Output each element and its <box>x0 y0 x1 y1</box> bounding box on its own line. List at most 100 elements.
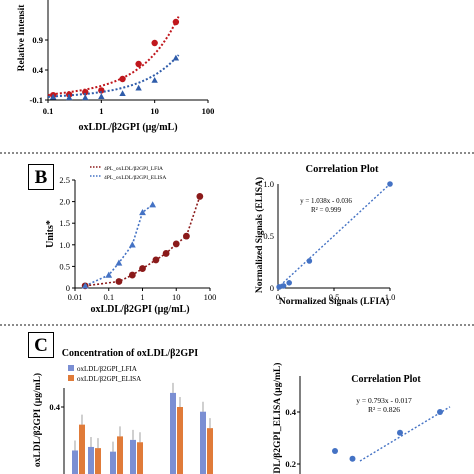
panel-a-x-tick-label: 10 <box>150 106 159 116</box>
panel-b-point <box>172 240 180 248</box>
panel-b-corr-y-tick-label: 0 <box>270 283 274 293</box>
panel-b-trend-line-1 <box>84 203 154 287</box>
panel-c-bar <box>200 411 206 474</box>
panel-a-point <box>135 60 142 68</box>
panel-a-y-tick-label: -0.1 <box>30 95 43 105</box>
panel-b-corr-y-tick-label: 1.0 <box>263 179 274 189</box>
panel-a-x-tick-label: 1 <box>99 106 103 116</box>
panel-b-point <box>139 209 146 216</box>
panel-a-point <box>135 84 142 91</box>
panel-b-corr-point <box>276 284 282 290</box>
panel-c-bar <box>207 428 213 474</box>
panel-b-point <box>115 259 123 266</box>
panel-a-point <box>151 39 158 47</box>
panel-b-y-tick-label: 1.0 <box>59 240 70 250</box>
panel-a-point <box>66 94 73 101</box>
panel-c-corr-y-tick-label: 0.4 <box>285 407 296 417</box>
panel-a-point <box>82 94 89 101</box>
panel-label-b: B <box>28 164 54 190</box>
panel-b-legend-label: 4PL_oxLDL/β2GPI_LFIA <box>104 166 163 172</box>
panel-c-bar <box>95 448 101 474</box>
panel-b-y-tick-label: 2.0 <box>59 197 70 207</box>
panel-b-x-axis-label: oxLDL/β2GPI (µg/mL) <box>90 304 189 315</box>
separator-top <box>0 152 474 154</box>
panel-b-corr-y-tick-label: 0.5 <box>263 231 274 241</box>
panel-a-point <box>172 54 180 61</box>
panel-c-bar <box>177 407 183 474</box>
panel-c-bar <box>130 439 136 474</box>
panel-c-corr-r2: R² = 0.826 <box>368 405 400 414</box>
panel-a-y-tick-label: 0.9 <box>32 35 43 45</box>
panel-label-c: C <box>28 332 54 358</box>
panel-a-x-tick-label: 100 <box>202 106 215 116</box>
panel-b-y-tick-label: 0.5 <box>59 261 70 271</box>
panel-c-corr-point <box>397 429 403 436</box>
panel-b-corr-r2: R² = 0.999 <box>311 206 341 214</box>
panel-b-point <box>139 265 146 272</box>
panel-c-y-tick-label: 0.4 <box>49 402 60 412</box>
panel-b-corr-point <box>387 181 393 187</box>
panel-a-point <box>119 90 126 96</box>
panel-a-point <box>82 89 89 96</box>
panel-b-point <box>149 201 157 208</box>
panel-c-corr-title: Correlation Plot <box>351 374 421 385</box>
panel-a-x-tick-label: 0.1 <box>43 106 54 116</box>
panel-b-point <box>196 193 204 200</box>
panel-b-x-tick-label: 0.01 <box>68 292 83 302</box>
panel-c-legend-swatch <box>68 375 74 381</box>
panel-b-corr-x-tick-label: 0 <box>276 292 280 302</box>
panel-b-point <box>81 282 89 289</box>
panel-b-corr-x-axis-label: Normalized Signals (LFIA) <box>279 296 389 307</box>
panel-c-corr-point <box>349 455 356 462</box>
panel-b-x-tick-label: 10 <box>172 292 181 302</box>
panel-b-corr-x-tick-label: 1.0 <box>385 292 396 302</box>
panel-b-corr-title: Correlation Plot <box>306 164 380 175</box>
panel-b-point <box>162 250 170 257</box>
panel-a-point <box>49 93 57 100</box>
panel-b-point <box>128 241 136 248</box>
panel-a-point <box>119 75 126 83</box>
panel-c-bar <box>79 424 85 474</box>
panel-b-point <box>115 278 123 285</box>
panel-a-point <box>172 18 180 26</box>
panel-a-point <box>151 77 158 83</box>
panel-b-y-tick-label: 0 <box>66 283 70 293</box>
panel-a-x-axis-label: oxLDL/β2GPI (µg/mL) <box>78 122 177 133</box>
panel-b-y-tick-label: 1.5 <box>59 218 70 228</box>
panel-b-legend-label: 4PL_oxLDL/β2GPI_ELISA <box>104 175 166 181</box>
panel-b-corr-equation: y = 1.038x - 0.036 <box>300 197 352 205</box>
panel-a-point <box>98 93 105 99</box>
panel-b-x-tick-label: 100 <box>204 292 217 302</box>
panel-c-corr-point <box>437 409 443 415</box>
panel-c-bar <box>88 446 94 474</box>
panel-b-corr-point <box>306 258 313 264</box>
panel-b-y-axis-label: Units* <box>45 220 56 248</box>
panel-c-legend-label: oxLDL/β2GPI_ELISA <box>77 375 141 383</box>
panel-b-corr-point <box>280 283 287 289</box>
panel-a-trend-line-1 <box>47 54 180 98</box>
panel-a-y-tick-label: 0.4 <box>32 65 43 75</box>
panel-b-point <box>128 271 136 279</box>
panel-b-point <box>152 256 160 264</box>
panel-c-bar <box>110 451 116 474</box>
panel-c-legend-swatch <box>68 365 74 371</box>
panel-b-y-tick-label: 2.5 <box>59 175 70 185</box>
panel-c-legend-label: oxLDL/β2GPI_LFIA <box>77 365 137 373</box>
panel-b-corr-point <box>286 280 293 286</box>
panel-b-point <box>105 271 113 278</box>
panel-a-trend-line-0 <box>47 16 180 97</box>
panel-c-corr-y-tick-label: 0.2 <box>285 459 296 469</box>
panel-b-x-tick-label: 1 <box>140 292 144 302</box>
panel-c-title: Concentration of oxLDL/β2GPI <box>62 348 198 359</box>
panel-c-bar <box>170 392 176 474</box>
panel-b-corr-x-tick-label: 0.5 <box>329 292 340 302</box>
panel-c-corr-point <box>332 448 338 454</box>
panel-c-bar <box>137 442 143 474</box>
panel-c-corr-trend-line <box>359 406 451 462</box>
panel-b-corr-y-axis-label: Normalized Signals (ELISA) <box>254 177 265 293</box>
panel-c-bar <box>72 450 78 474</box>
panel-b-corr-trend-line <box>279 183 391 286</box>
panel-c-corr-y-axis-label: oxLDL/β2GPI_ELISA (µg/mL) <box>272 363 283 474</box>
panel-a-y-axis-label: Relative Intensit <box>17 4 27 72</box>
